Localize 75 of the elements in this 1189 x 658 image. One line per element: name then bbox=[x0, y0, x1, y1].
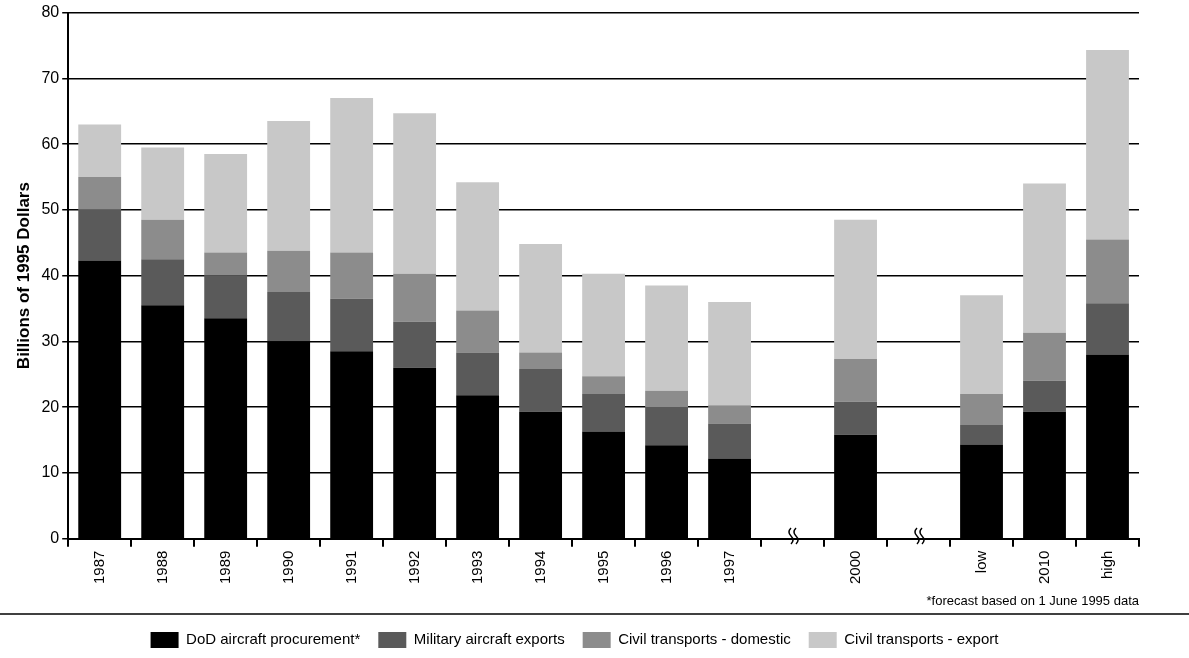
bar bbox=[519, 368, 563, 412]
bar bbox=[708, 405, 751, 424]
y-tick-label: 80 bbox=[41, 3, 60, 21]
y-tick-label: 0 bbox=[50, 529, 60, 547]
bar bbox=[1086, 50, 1129, 240]
bar bbox=[645, 407, 688, 446]
x-tick-label: 1987 bbox=[89, 550, 107, 585]
y-tick-label: 70 bbox=[41, 68, 60, 86]
bar bbox=[267, 292, 311, 342]
text: *forecast based on 1 June 1995 data bbox=[926, 593, 1140, 609]
x-tick-label: 1988 bbox=[152, 550, 170, 585]
bar bbox=[582, 273, 626, 377]
bar bbox=[1023, 332, 1066, 381]
y-tick-label: 30 bbox=[41, 331, 60, 349]
x-tick-label: 1989 bbox=[215, 550, 233, 585]
bar bbox=[267, 250, 311, 293]
bar bbox=[1023, 380, 1066, 412]
bar bbox=[1086, 303, 1129, 355]
x-tick-label: 1992 bbox=[404, 550, 422, 585]
y-tick-label: 60 bbox=[41, 134, 60, 152]
y-tick-label: 20 bbox=[41, 397, 60, 415]
bar bbox=[519, 244, 563, 353]
x-tick-label: 1997 bbox=[719, 550, 737, 585]
y-axis-title: Billions of 1995 Dollars bbox=[13, 182, 33, 370]
bar bbox=[582, 376, 626, 394]
x-tick-label: 2010 bbox=[1034, 550, 1052, 585]
bar bbox=[78, 176, 122, 210]
bar bbox=[582, 393, 626, 432]
bar bbox=[393, 321, 437, 368]
bar bbox=[834, 401, 877, 435]
y-tick-label: 10 bbox=[41, 463, 60, 481]
bar bbox=[456, 310, 500, 353]
x-tick-label: 1996 bbox=[656, 550, 674, 585]
bar bbox=[1086, 239, 1129, 304]
bar bbox=[1023, 183, 1066, 333]
x-tick-label: 2000 bbox=[845, 550, 863, 585]
x-tick-label: low bbox=[971, 550, 989, 574]
bar bbox=[204, 275, 248, 319]
legend-label: Civil transports - domestic bbox=[618, 630, 792, 648]
bar bbox=[456, 182, 500, 311]
x-tick-label: high bbox=[1097, 550, 1115, 579]
bar bbox=[78, 209, 122, 261]
legend-label: Military aircraft exports bbox=[413, 630, 565, 648]
bar bbox=[708, 423, 751, 459]
bar bbox=[960, 424, 1003, 445]
bar bbox=[645, 390, 688, 408]
bar bbox=[204, 153, 248, 253]
bar bbox=[456, 352, 500, 396]
bar bbox=[267, 121, 311, 251]
bar bbox=[834, 359, 877, 402]
bar bbox=[141, 219, 185, 260]
bar bbox=[960, 295, 1003, 394]
bar bbox=[645, 285, 688, 391]
x-tick-label: 1990 bbox=[278, 550, 296, 585]
legend-label: DoD aircraft procurement* bbox=[186, 630, 361, 648]
bar bbox=[834, 219, 877, 360]
bar bbox=[708, 301, 751, 406]
x-tick-label: 1994 bbox=[530, 550, 548, 585]
bar bbox=[141, 147, 185, 220]
bar bbox=[960, 393, 1003, 425]
y-tick-label: 50 bbox=[41, 200, 60, 218]
y-tick-label: 40 bbox=[41, 266, 60, 284]
bar bbox=[204, 252, 248, 276]
bar bbox=[141, 259, 185, 306]
bar bbox=[78, 124, 122, 177]
bar bbox=[330, 298, 374, 352]
bar bbox=[519, 352, 563, 369]
x-tick-label: 1993 bbox=[467, 550, 485, 585]
bar bbox=[393, 273, 437, 322]
bar bbox=[330, 252, 374, 299]
bar bbox=[330, 98, 374, 253]
bar bbox=[393, 113, 437, 274]
x-tick-label: 1995 bbox=[593, 550, 611, 585]
legend-label: Civil transports - export bbox=[844, 630, 1000, 648]
x-tick-label: 1991 bbox=[341, 550, 359, 585]
